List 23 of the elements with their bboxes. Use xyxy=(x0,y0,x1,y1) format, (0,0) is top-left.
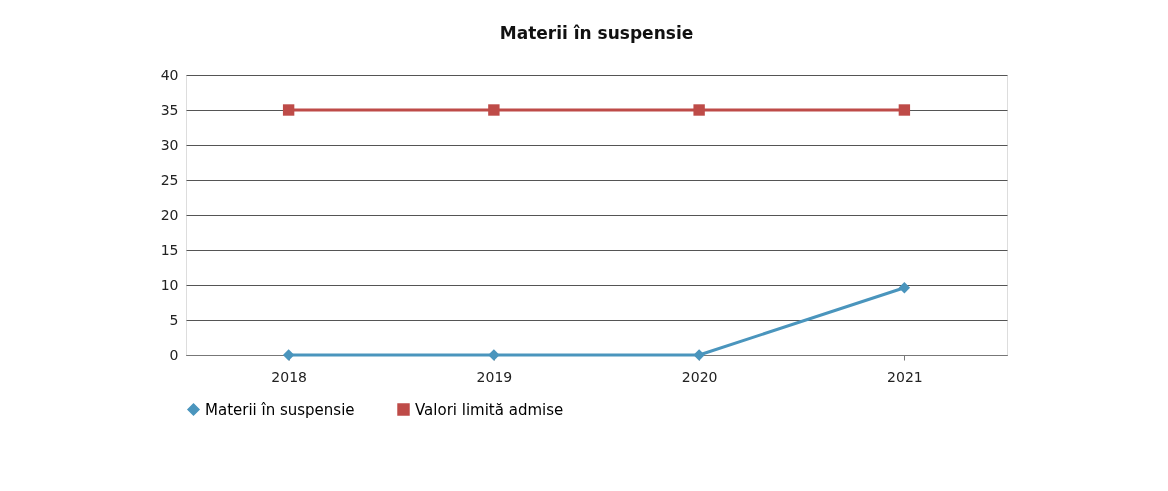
point xyxy=(488,349,500,361)
y-tick-label: 15 xyxy=(160,241,179,258)
y-tick-label: 35 xyxy=(160,101,179,118)
y-tick-label: 0 xyxy=(169,346,179,363)
y-tick-label: 10 xyxy=(160,276,179,293)
y-tick-label: 25 xyxy=(160,171,179,188)
x-tick-label: 2021 xyxy=(887,368,923,385)
legend-label: Materii în suspensie xyxy=(205,400,355,419)
point xyxy=(693,104,705,116)
x-tick-label: 2019 xyxy=(476,368,513,385)
point xyxy=(693,349,705,361)
point xyxy=(488,104,500,116)
legend-label: Valori limită admise xyxy=(415,400,564,419)
x-tick-label: 2018 xyxy=(271,368,307,385)
chart-title: Materii în suspensie xyxy=(499,23,694,43)
point xyxy=(282,104,295,116)
y-tick-label: 30 xyxy=(160,136,179,153)
x-tick-label: 2020 xyxy=(681,368,718,385)
point xyxy=(898,104,911,116)
y-tick-label: 40 xyxy=(160,66,179,83)
point xyxy=(898,282,911,294)
y-tick-label: 20 xyxy=(160,206,179,223)
y-tick-label: 5 xyxy=(169,311,179,328)
